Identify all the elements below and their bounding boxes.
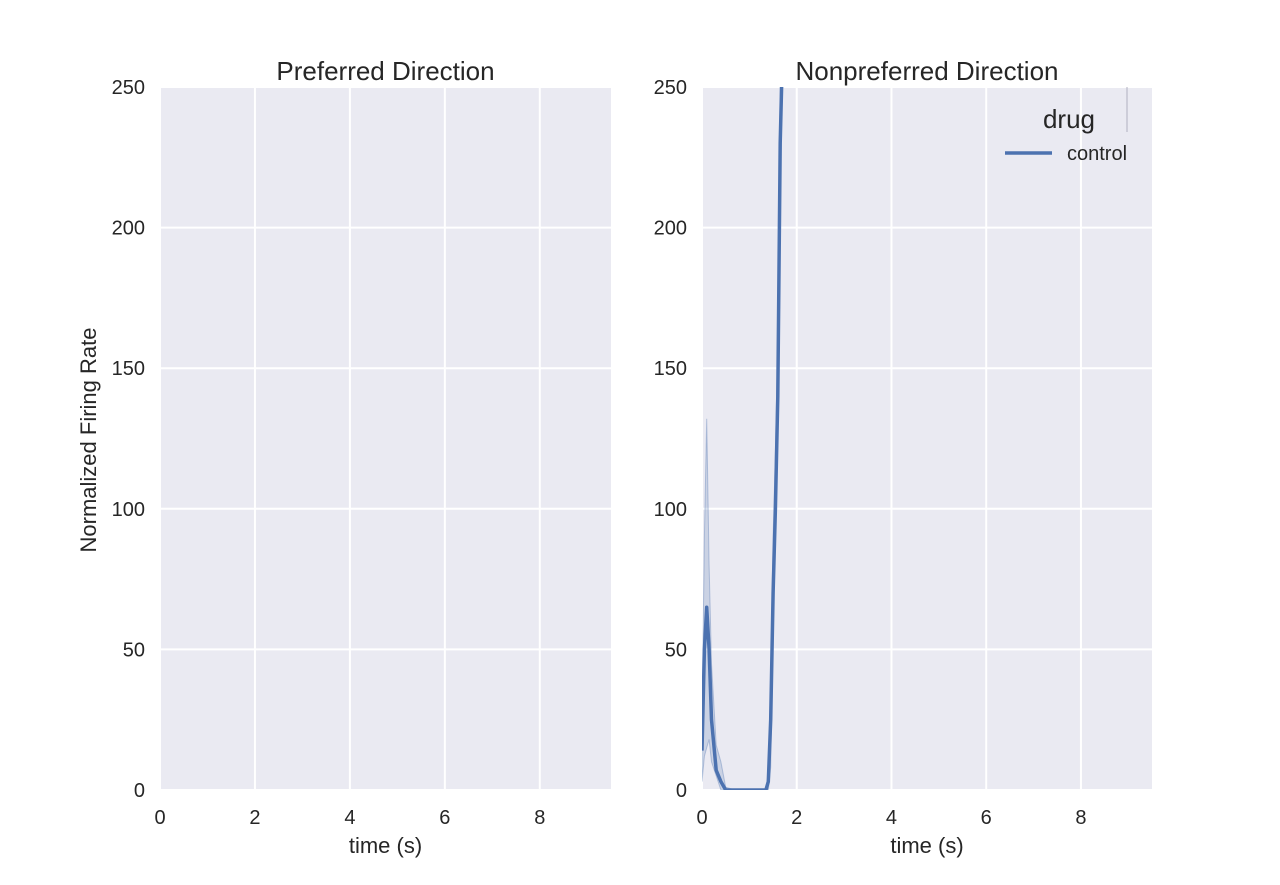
panel-title: Preferred Direction bbox=[276, 56, 494, 86]
plot-area-1 bbox=[160, 87, 611, 790]
y-tick-label: 0 bbox=[134, 780, 145, 802]
panel-title: Nonpreferred Direction bbox=[795, 56, 1058, 86]
x-tick-label: 6 bbox=[981, 807, 992, 829]
y-tick-label: 150 bbox=[654, 358, 687, 380]
x-tick-label: 0 bbox=[154, 807, 165, 829]
legend-label-control: control bbox=[1067, 143, 1127, 165]
series-line-control bbox=[702, 87, 784, 790]
y-axis-title: Normalized Firing Rate bbox=[76, 328, 101, 553]
x-tick-label: 4 bbox=[886, 807, 897, 829]
y-tick-label: 0 bbox=[676, 780, 687, 802]
x-tick-label: 4 bbox=[344, 807, 355, 829]
legend-title: drug bbox=[1043, 104, 1095, 134]
y-tick-label: 100 bbox=[112, 499, 145, 521]
x-tick-label: 8 bbox=[1075, 807, 1086, 829]
y-tick-label: 200 bbox=[112, 218, 145, 240]
x-tick-label: 2 bbox=[791, 807, 802, 829]
y-tick-label: 150 bbox=[112, 358, 145, 380]
x-tick-label: 6 bbox=[439, 807, 450, 829]
x-tick-label: 8 bbox=[534, 807, 545, 829]
y-tick-label: 50 bbox=[665, 639, 687, 661]
y-tick-label: 50 bbox=[123, 639, 145, 661]
plot-area-2 bbox=[702, 87, 1152, 790]
y-tick-label: 100 bbox=[654, 499, 687, 521]
x-axis-title: time (s) bbox=[890, 833, 963, 858]
x-tick-label: 2 bbox=[249, 807, 260, 829]
x-tick-label: 0 bbox=[696, 807, 707, 829]
y-tick-label: 250 bbox=[654, 77, 687, 99]
y-tick-label: 200 bbox=[654, 218, 687, 240]
x-axis-title: time (s) bbox=[349, 833, 422, 858]
y-tick-label: 250 bbox=[112, 77, 145, 99]
